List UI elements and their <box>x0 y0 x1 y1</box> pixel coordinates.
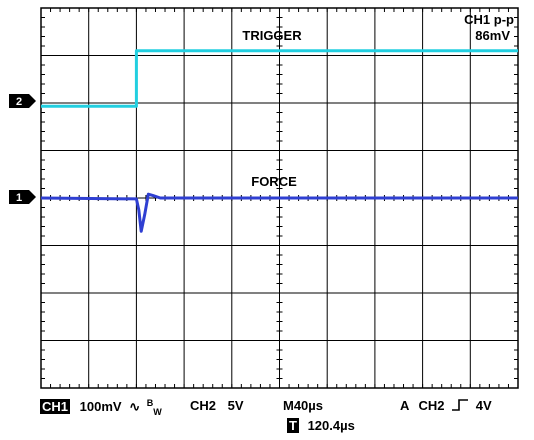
trigger-position-badge: T <box>287 418 299 433</box>
measurement-label: CH1 p-p <box>464 12 514 27</box>
ch2-marker: 2 <box>9 94 36 108</box>
ch1-badge: CH1 <box>40 399 71 415</box>
rising-edge-icon <box>452 399 469 411</box>
measurement-value: 86mV <box>475 28 510 43</box>
ch2-label: CH2 <box>190 398 217 413</box>
trigger-status: A CH2 4V <box>400 398 492 413</box>
ch1-marker-label: 1 <box>16 192 22 204</box>
traces <box>40 49 518 233</box>
trigger-source: CH2 <box>418 398 445 413</box>
bandwidth-limit-icon: ∿ <box>129 399 141 415</box>
ch1-scale: 100mV <box>79 399 122 415</box>
trace-trigger <box>41 49 518 108</box>
ch1-status: CH1 100mV ∿ BW <box>40 398 162 417</box>
trigger-mode: A <box>400 398 409 413</box>
ch1-marker: 1 <box>9 190 36 204</box>
bw-w: W <box>153 406 162 417</box>
trigger-position-value: 120.4µs <box>307 418 355 433</box>
ch2-marker-label: 2 <box>16 96 22 108</box>
trigger-level: 4V <box>475 398 492 413</box>
ch2-status: CH2 5V <box>190 398 244 413</box>
timebase: M40µs <box>283 398 324 413</box>
ch2-scale: 5V <box>227 398 244 413</box>
trace-force <box>40 192 518 233</box>
bw-b: B <box>146 398 154 408</box>
force-trace-label: FORCE <box>251 174 297 189</box>
trigger-position: T 120.4µs <box>287 418 355 433</box>
trigger-trace-label: TRIGGER <box>242 28 302 43</box>
